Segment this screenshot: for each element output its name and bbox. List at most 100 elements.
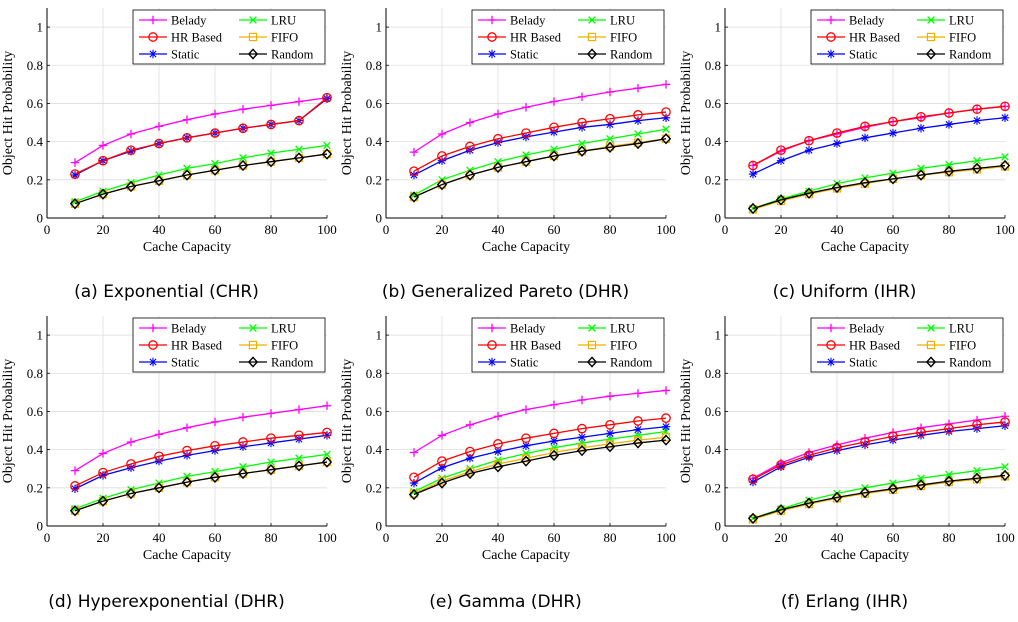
point-random <box>660 133 672 145</box>
legend-item-hr-based: HR Based <box>817 31 901 45</box>
legend-marker <box>487 340 497 350</box>
y-tick-label: 0.2 <box>705 480 721 495</box>
legend-label: LRU <box>610 322 635 336</box>
x-axis-label: Cache Capacity <box>821 240 909 255</box>
x-tick-label: 20 <box>775 530 788 545</box>
point-random <box>209 471 221 483</box>
point-static <box>661 422 671 431</box>
series-line-fifo <box>413 138 667 198</box>
legend-item-lru: LRU <box>917 14 974 28</box>
point-belady <box>661 80 671 89</box>
y-tick-label: 1 <box>37 20 44 35</box>
series-line-belady <box>74 405 328 472</box>
point-lru <box>945 160 953 169</box>
legend-item-lru: LRU <box>578 14 635 28</box>
y-tick-label: 1 <box>376 328 383 343</box>
point-static <box>493 447 503 456</box>
series-line-belady <box>752 415 1006 479</box>
legend-marker <box>588 16 596 24</box>
series-hr-based <box>409 413 671 483</box>
series-static <box>748 113 1010 179</box>
point-static <box>521 441 531 451</box>
series-belady <box>70 401 332 475</box>
point-static <box>605 120 615 129</box>
point-static <box>465 454 475 463</box>
x-tick-label: 40 <box>831 222 844 237</box>
point-lru <box>550 443 558 452</box>
point-belady <box>409 448 419 457</box>
legend-marker <box>249 16 257 24</box>
x-tick-label: 40 <box>153 530 166 545</box>
x-tick-label: 100 <box>656 222 676 237</box>
point-random <box>576 444 588 457</box>
legend-label: LRU <box>949 14 974 28</box>
point-hr-based <box>70 169 80 179</box>
legend-item-random: Random <box>578 48 653 62</box>
legend-item-lru: LRU <box>239 322 296 336</box>
point-random <box>632 437 644 449</box>
series-hr-based <box>70 92 332 179</box>
legend: Belady LRU HR Based FIFO Static Random <box>132 9 326 65</box>
point-hr-based <box>605 419 615 430</box>
legend-marker <box>927 16 935 24</box>
point-random <box>69 198 81 210</box>
legend-marker <box>148 357 158 367</box>
series-line-hr-based <box>74 97 328 175</box>
point-belady <box>633 83 643 93</box>
point-random <box>209 164 221 176</box>
point-belady <box>577 395 587 405</box>
series-line-lru <box>752 156 1006 210</box>
point-static <box>944 427 954 436</box>
point-random <box>604 141 616 154</box>
y-tick-label: 0.8 <box>705 366 721 381</box>
y-tick-label: 0.6 <box>366 96 383 111</box>
y-tick-label: 0.6 <box>27 96 44 111</box>
point-random <box>971 162 983 175</box>
point-hr-based <box>888 116 898 127</box>
y-axis-label: Object Hit Probability <box>340 51 355 175</box>
series-fifo <box>748 162 1010 214</box>
point-random <box>943 475 955 487</box>
series-belady <box>409 80 671 157</box>
point-random <box>576 145 588 157</box>
point-lru <box>323 450 331 459</box>
point-static <box>437 463 447 472</box>
chart-svg: 0 20 40 60 80 100 0 0.2 0.4 0.6 0.8 1 Cache Capacity… <box>340 316 676 563</box>
point-hr-based <box>860 437 870 447</box>
point-random <box>153 175 165 187</box>
point-belady <box>549 400 559 409</box>
point-hr-based <box>661 413 671 423</box>
y-tick-label: 1 <box>37 328 44 343</box>
series-lru <box>71 141 331 206</box>
point-static <box>944 120 954 129</box>
chart-panel-uniform: 0 20 40 60 80 100 0 0.2 0.4 0.6 0.8 1 Cache Capacity… <box>678 0 1015 302</box>
point-lru <box>522 151 530 159</box>
point-random <box>153 482 165 494</box>
y-tick-label: 0.2 <box>27 172 43 187</box>
point-hr-based <box>266 119 276 130</box>
series-lru <box>71 450 331 513</box>
x-tick-label: 60 <box>887 530 900 545</box>
point-belady <box>465 420 475 430</box>
series-line-hr-based <box>752 421 1006 480</box>
legend: Belady LRU HR Based FIFO Static Random <box>471 317 665 373</box>
point-lru <box>239 462 247 471</box>
y-tick-label: 0.8 <box>366 58 382 73</box>
x-tick-label: 0 <box>383 222 390 237</box>
x-tick-label: 0 <box>44 530 51 545</box>
point-random <box>464 169 476 181</box>
legend-item-random: Random <box>578 356 653 370</box>
legend-item-static: Static <box>139 356 200 370</box>
point-hr-based <box>210 128 220 138</box>
point-hr-based <box>633 416 643 426</box>
point-belady <box>294 405 304 414</box>
series-lru <box>410 427 670 496</box>
y-tick-label: 0.2 <box>366 172 382 187</box>
point-static <box>832 139 842 148</box>
point-hr-based <box>238 123 248 134</box>
x-axis-label: Cache Capacity <box>143 548 231 563</box>
y-tick-label: 0.8 <box>705 58 721 73</box>
point-lru <box>662 125 670 134</box>
legend-marker <box>925 48 937 60</box>
x-tick-label: 100 <box>995 530 1015 545</box>
